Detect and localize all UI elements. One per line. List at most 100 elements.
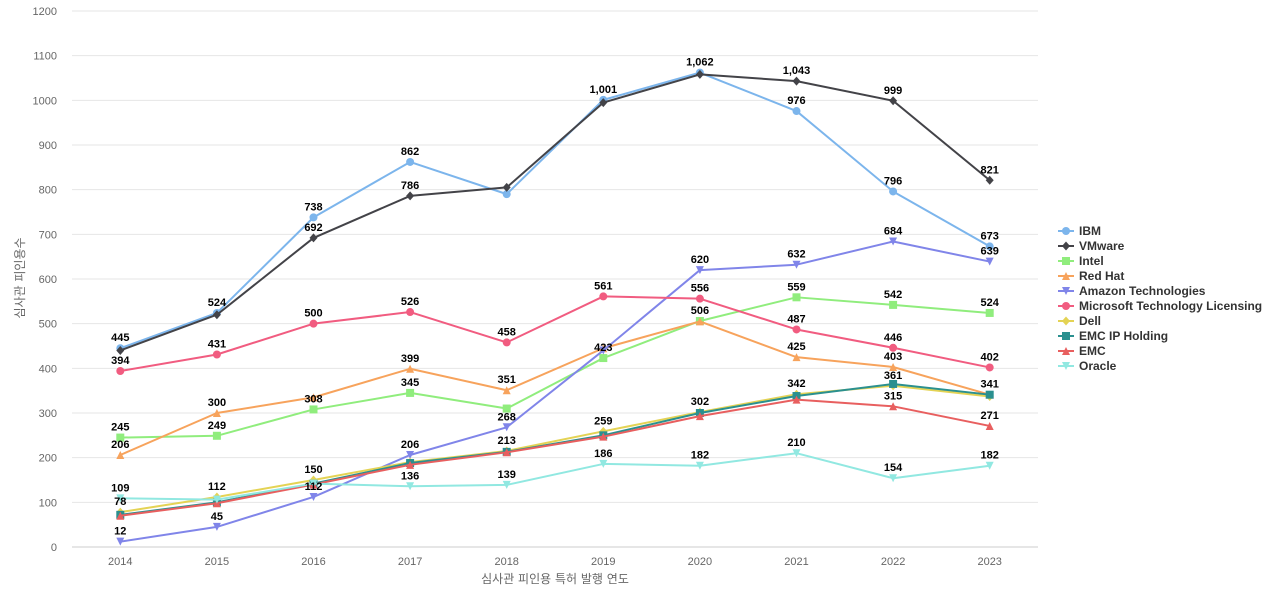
data-label-amazon-technologies: 620 — [691, 254, 709, 266]
data-label-microsoft-technology-licensing: 561 — [594, 280, 612, 292]
data-label-intel: 345 — [401, 377, 419, 389]
legend-item-amazon-technologies[interactable]: Amazon Technologies — [1058, 284, 1206, 298]
legend-item-red-hat[interactable]: Red Hat — [1058, 269, 1124, 283]
data-label-oracle: 186 — [594, 448, 612, 460]
x-tick-label: 2020 — [688, 556, 712, 568]
data-label-dell: 78 — [114, 496, 126, 508]
series-line-oracle — [120, 452, 990, 501]
data-point-amazon-technologies — [116, 537, 125, 546]
data-point-emc — [792, 395, 801, 404]
y-tick-label: 700 — [39, 229, 57, 241]
data-label-oracle: 109 — [111, 482, 129, 494]
data-label-amazon-technologies: 206 — [401, 439, 419, 451]
x-tick-label: 2023 — [977, 556, 1001, 568]
series-oracle — [116, 449, 994, 504]
series-line-vmware — [119, 73, 991, 352]
data-point-intel — [309, 405, 318, 414]
data-label-emc: 315 — [884, 390, 902, 402]
data-label-red-hat: 300 — [208, 397, 226, 409]
data-labels: 445 524 738 862 1,001 1,062 976 796 673 692 786 1,0… — [111, 57, 1000, 538]
legend-item-emc-ip-holding[interactable]: EMC IP Holding — [1058, 329, 1168, 343]
x-tick-label: 2015 — [205, 556, 229, 568]
data-label-amazon-technologies: 112 — [305, 481, 323, 493]
data-label-vmware: 821 — [981, 164, 999, 176]
data-point-vmware — [309, 233, 318, 243]
data-point-red-hat — [695, 317, 704, 326]
data-label-microsoft-technology-licensing: 402 — [981, 351, 999, 363]
data-label-dell: 213 — [498, 435, 516, 447]
data-point-red-hat — [116, 450, 125, 459]
x-axis-title: 심사관 피인용 특허 발행 연도 — [481, 571, 629, 586]
data-point-oracle — [212, 495, 221, 504]
data-point-microsoft-technology-licensing — [889, 343, 898, 352]
y-axis-title: 심사관 피인용수 — [13, 237, 27, 318]
data-label-intel: 249 — [208, 420, 226, 432]
data-label-vmware: 786 — [401, 180, 419, 192]
data-label-amazon-technologies: 268 — [498, 411, 516, 423]
data-point-oracle — [309, 479, 318, 488]
series-emc — [116, 395, 994, 520]
data-label-ibm: 524 — [208, 297, 227, 309]
x-tick-label: 2022 — [881, 556, 905, 568]
data-label-amazon-technologies: 12 — [114, 526, 126, 538]
x-tick-label: 2019 — [591, 556, 615, 568]
data-label-dell: 342 — [787, 378, 805, 390]
y-tick-label: 200 — [39, 453, 57, 465]
data-point-vmware — [889, 96, 898, 106]
data-label-ibm: 1,062 — [686, 57, 714, 69]
data-point-oracle — [985, 461, 994, 470]
data-label-intel: 423 — [594, 342, 612, 354]
data-point-amazon-technologies — [985, 257, 994, 266]
series-line-ibm — [119, 71, 991, 350]
x-tick-label: 2014 — [108, 556, 132, 568]
data-point-microsoft-technology-licensing — [985, 363, 994, 372]
data-label-vmware: 692 — [304, 222, 322, 234]
legend-label: Oracle — [1079, 359, 1117, 373]
legend-marker — [1062, 302, 1070, 310]
data-point-emc — [599, 432, 608, 441]
legend-item-dell[interactable]: Dell — [1058, 314, 1101, 328]
data-point-emc — [889, 402, 898, 411]
data-label-microsoft-technology-licensing: 526 — [401, 296, 419, 308]
series-intel — [116, 293, 994, 442]
x-tick-label: 2016 — [301, 556, 325, 568]
data-label-red-hat: 206 — [111, 439, 129, 451]
data-point-emc — [695, 412, 704, 421]
series-microsoft-technology-licensing — [116, 292, 994, 376]
legend-item-intel[interactable]: Intel — [1058, 254, 1104, 268]
data-point-intel — [985, 308, 994, 317]
data-label-oracle: 182 — [981, 450, 999, 462]
data-point-ibm — [406, 157, 415, 166]
data-point-microsoft-technology-licensing — [116, 367, 125, 376]
data-point-intel — [502, 404, 511, 413]
data-point-red-hat — [406, 364, 415, 373]
data-point-vmware — [695, 69, 704, 79]
data-point-emc — [406, 460, 415, 469]
legend-label: Microsoft Technology Licensing — [1079, 299, 1262, 313]
legend-item-ibm[interactable]: IBM — [1058, 224, 1101, 238]
data-point-ibm — [985, 242, 994, 251]
data-label-intel: 245 — [111, 422, 129, 434]
legend-marker — [1062, 257, 1070, 265]
series-lines — [116, 68, 994, 546]
data-label-red-hat: 351 — [498, 374, 516, 386]
data-label-intel: 524 — [981, 297, 1000, 309]
legend-item-emc[interactable]: EMC — [1058, 344, 1106, 358]
legend-item-oracle[interactable]: Oracle — [1058, 359, 1117, 373]
legend-marker — [1062, 241, 1070, 251]
legend-item-vmware[interactable]: VMware — [1058, 239, 1125, 253]
x-tick-label: 2018 — [494, 556, 518, 568]
legend-label: Red Hat — [1079, 269, 1124, 283]
legend-label: EMC — [1079, 344, 1106, 358]
data-label-oracle: 154 — [884, 462, 903, 474]
series-line-red-hat — [119, 320, 990, 456]
data-point-red-hat — [212, 409, 221, 417]
data-label-microsoft-technology-licensing: 431 — [208, 338, 226, 350]
data-point-emc — [985, 421, 994, 430]
data-point-emc-ip-holding — [889, 379, 898, 388]
data-label-red-hat: 425 — [787, 341, 805, 353]
legend-item-microsoft-technology-licensing[interactable]: Microsoft Technology Licensing — [1058, 299, 1262, 313]
legend-label: Intel — [1079, 254, 1104, 268]
series-line-amazon-technologies — [120, 240, 990, 543]
